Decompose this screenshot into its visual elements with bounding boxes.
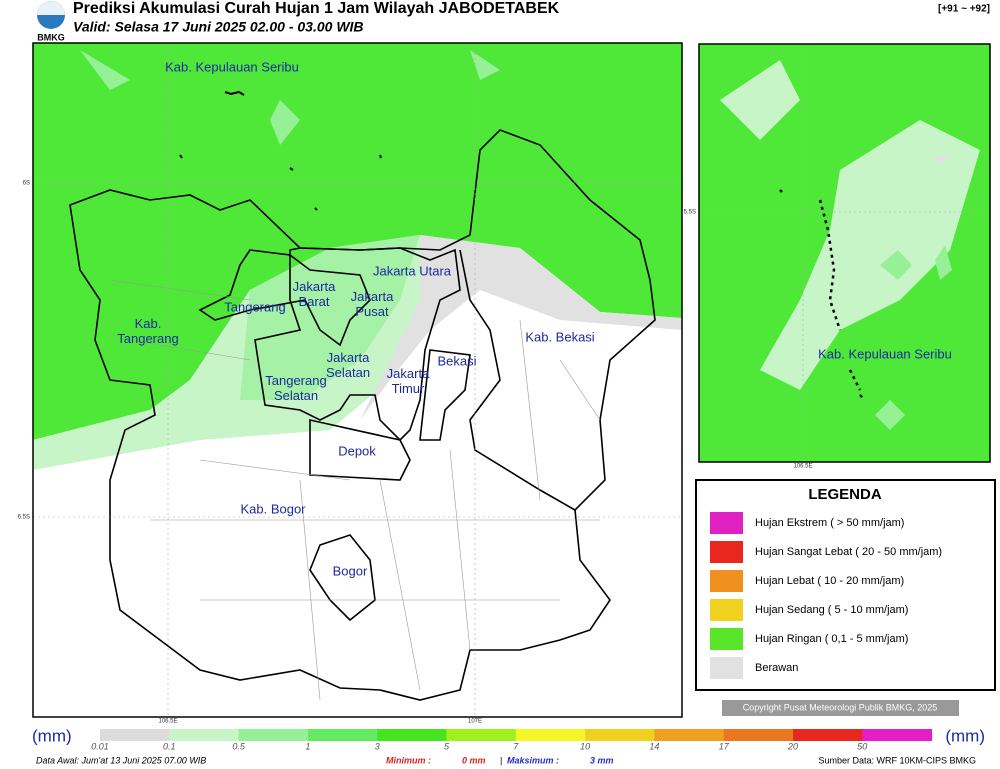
colorbar-segment (238, 729, 309, 741)
lon-label: 107E (468, 719, 482, 725)
lon-label: 106.5E (793, 464, 812, 470)
source: Sumber Data: WRF 10KM-CIPS BMKG (818, 755, 976, 765)
run-range: [+91 ~ +92] (938, 4, 990, 15)
lat-label: 5.5S (684, 210, 696, 216)
min-value: 0 mm (462, 755, 486, 765)
region-label: Selatan (326, 365, 370, 380)
colorbar-tick: 3 (375, 741, 380, 751)
colorbar-tick: 0.5 (232, 741, 246, 751)
legend-swatch (710, 570, 743, 592)
colorbar-segment (723, 729, 794, 741)
region-label: Kab. Bekasi (525, 329, 594, 344)
valid-time: Valid: Selasa 17 Juni 2025 02.00 - 03.00… (73, 19, 364, 35)
region-label: Jakarta (293, 279, 336, 294)
colorbar-segment (307, 729, 378, 741)
logo-text: BMKG (37, 32, 65, 42)
region-label: Kab. (135, 316, 162, 331)
region-label: Depok (338, 443, 376, 458)
legend-swatch (710, 541, 743, 563)
legend-title: LEGENDA (808, 486, 882, 503)
lon-label: 106.5E (158, 719, 177, 725)
legend-label: Hujan Sedang ( 5 - 10 mm/jam) (755, 604, 908, 616)
region-label: Bekasi (437, 353, 476, 368)
region-label: Pusat (355, 304, 389, 319)
colorbar-tick: 17 (719, 741, 730, 751)
colorbar-segment (100, 729, 170, 741)
main-map: 6S 6.5S 106.5E 107E Kab. Kepulauan Serib… (18, 42, 683, 725)
max-value: 3 mm (590, 755, 614, 765)
colorbar-segment (585, 729, 655, 741)
colorbar-tick: 0.01 (91, 741, 109, 751)
max-label: Maksimum : (507, 755, 559, 765)
region-label: Jakarta (387, 366, 430, 381)
legend-label: Berawan (755, 662, 798, 674)
colorbar-segment (169, 729, 240, 741)
colorbar-tick: 50 (857, 741, 867, 751)
legend-swatch (710, 512, 743, 534)
colorbar-tick: 1 (305, 741, 310, 751)
colorbar-tick: 10 (580, 741, 590, 751)
region-label: Jakarta Utara (373, 263, 452, 278)
region-label: Tangerang (265, 373, 326, 388)
unit-label: (mm) (945, 726, 985, 745)
region-label: Timur (392, 381, 425, 396)
region-label: Jakarta (351, 289, 394, 304)
region-label: Bogor (333, 563, 368, 578)
colorbar-segment (446, 729, 517, 741)
region-label: Tangerang (224, 299, 285, 314)
region-label: Kab. Kepulauan Seribu (818, 346, 952, 361)
legend-label: Hujan Ringan ( 0,1 - 5 mm/jam) (755, 633, 908, 645)
colorbar-tick: 20 (787, 741, 798, 751)
title: Prediksi Akumulasi Curah Hujan 1 Jam Wil… (73, 0, 560, 17)
legend-label: Hujan Lebat ( 10 - 20 mm/jam) (755, 575, 904, 587)
legend-swatch (710, 657, 743, 679)
colorbar-segment (515, 729, 586, 741)
lat-label: 6.5S (18, 515, 30, 521)
region-label: Selatan (274, 388, 318, 403)
inset-map: Kab. Kepulauan Seribu 5.5S 106.5E (684, 43, 991, 470)
region-label: Jakarta (327, 350, 370, 365)
unit-label: (mm) (32, 726, 72, 745)
lat-label: 6S (23, 181, 30, 187)
separator: | (500, 755, 502, 765)
legend-swatch (710, 599, 743, 621)
legend: LEGENDA Hujan Ekstrem ( > 50 mm/jam) Huja… (695, 479, 996, 691)
colorbar-segment (654, 729, 725, 741)
logo: BMKG (37, 1, 65, 42)
colorbar-segment (862, 729, 933, 741)
colorbar-tick: 7 (513, 741, 519, 751)
region-label: Tangerang (117, 331, 178, 346)
colorbar-tick: 0.1 (163, 741, 176, 751)
colorbar-tick: 14 (649, 741, 659, 751)
colorbar-segment (377, 729, 447, 741)
colorbar-segment (793, 729, 863, 741)
legend-label: Hujan Ekstrem ( > 50 mm/jam) (755, 517, 904, 529)
colorbar-tick: 5 (444, 741, 450, 751)
region-label: Kab. Kepulauan Seribu (165, 59, 299, 74)
copyright-box (722, 700, 959, 716)
colorbar: (mm) (mm) 0.01 0.1 0.5 1 3 5 7 10 14 17 20 50 (32, 726, 985, 751)
min-label: Minimum : (386, 755, 431, 765)
legend-swatch (710, 628, 743, 650)
data-awal: Data Awal: Jum'at 13 Juni 2025 07.00 WIB (36, 755, 206, 765)
region-label: Barat (298, 294, 329, 309)
legend-label: Hujan Sangat Lebat ( 20 - 50 mm/jam) (755, 546, 942, 558)
region-label: Kab. Bogor (240, 501, 306, 516)
copyright: Copyright Pusat Meteorologi Publik BMKG,… (743, 702, 938, 712)
